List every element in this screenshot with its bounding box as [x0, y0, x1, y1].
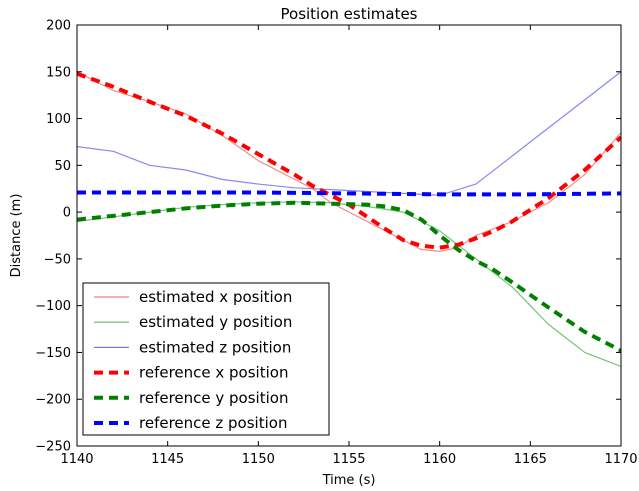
estimated-x-position-line — [77, 71, 621, 252]
reference-x-position-line — [77, 71, 621, 250]
y-tick-label: 200 — [46, 19, 71, 34]
x-tick-label: 1165 — [514, 452, 547, 467]
y-axis-title: Distance (m) — [9, 194, 24, 278]
legend-label: estimated x position — [139, 288, 292, 306]
estimated-z-position-line — [77, 71, 621, 196]
x-tick-label: 1170 — [604, 452, 637, 467]
legend-label: estimated z position — [139, 338, 291, 356]
y-tick-label: −50 — [44, 252, 71, 267]
reference-y-position-line — [77, 200, 621, 353]
legend: estimated x position estimated y position… — [82, 282, 330, 436]
y-tick-label: 100 — [46, 112, 71, 127]
y-tick-label: −250 — [35, 440, 71, 455]
x-axis-ticks: 1140 1145 1150 1155 1160 1165 1170 — [60, 25, 638, 467]
x-tick-label: 1140 — [60, 452, 93, 467]
y-tick-label: −150 — [35, 346, 71, 361]
y-tick-label: −200 — [35, 393, 71, 408]
y-axis-ticks: 200 150 100 50 0 −50 −100 −150 −200 −250 — [35, 19, 621, 455]
y-tick-label: 0 — [63, 206, 71, 221]
legend-label: reference y position — [139, 389, 288, 407]
x-axis-title: Time (s) — [322, 473, 376, 488]
legend-label: reference x position — [139, 364, 288, 382]
y-tick-label: 50 — [54, 159, 71, 174]
reference-z-position-line — [77, 190, 621, 197]
legend-box — [82, 282, 330, 436]
x-tick-label: 1160 — [423, 452, 456, 467]
x-tick-label: 1155 — [332, 452, 365, 467]
plot-series-group — [77, 71, 621, 368]
y-tick-label: 150 — [46, 65, 71, 80]
legend-label: estimated y position — [139, 313, 292, 331]
x-tick-label: 1150 — [242, 452, 275, 467]
chart-title: Position estimates — [281, 5, 418, 23]
legend-label: reference z position — [139, 414, 287, 432]
x-tick-label: 1145 — [151, 452, 184, 467]
y-tick-label: −100 — [35, 299, 71, 314]
